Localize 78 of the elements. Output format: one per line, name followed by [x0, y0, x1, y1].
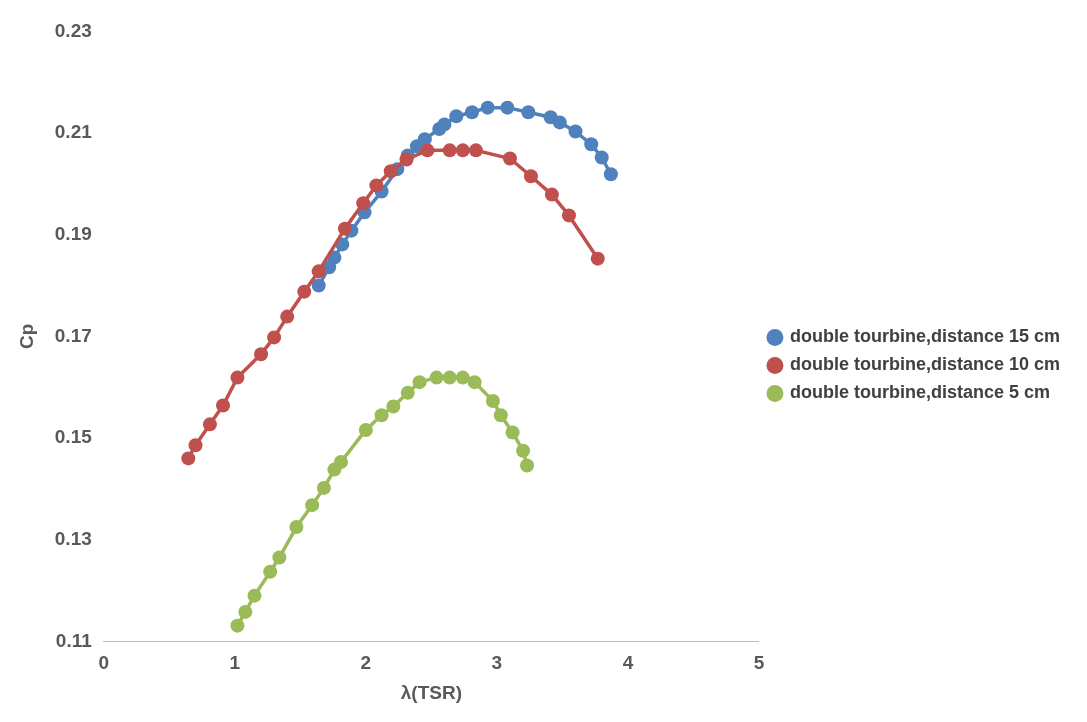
- point: [520, 458, 535, 473]
- y-tick-label: 0.17: [54, 324, 92, 346]
- point: [280, 309, 295, 324]
- y-tick-label: 0.11: [55, 629, 93, 651]
- point: [442, 370, 457, 385]
- point: [464, 105, 479, 120]
- point: [202, 417, 217, 432]
- point: [316, 480, 331, 495]
- point: [502, 151, 517, 166]
- point: [311, 264, 326, 279]
- legend-label: double tourbine,distance 5 cm: [789, 382, 1050, 403]
- x-tick-label: 2: [360, 652, 372, 674]
- point: [468, 143, 483, 158]
- legend-label: double tourbine,distance 15 cm: [789, 326, 1061, 347]
- point: [400, 385, 415, 400]
- point: [230, 618, 245, 633]
- point: [337, 221, 352, 236]
- point: [369, 178, 384, 193]
- point: [272, 550, 287, 565]
- x-tick-label: 0: [98, 652, 110, 674]
- x-axis-title: λ(TSR): [400, 681, 462, 703]
- point: [417, 132, 432, 147]
- point: [358, 422, 373, 437]
- point: [311, 278, 326, 293]
- y-tick-label: 0.13: [54, 527, 92, 549]
- point: [552, 115, 567, 130]
- point: [500, 100, 515, 115]
- point: [289, 520, 304, 535]
- point: [216, 398, 231, 413]
- x-tick-label: 1: [229, 652, 241, 674]
- point: [467, 375, 482, 390]
- point: [584, 137, 599, 152]
- point: [442, 143, 457, 158]
- point: [493, 408, 508, 423]
- point: [521, 105, 536, 120]
- point: [333, 454, 348, 469]
- y-tick-label: 0.19: [54, 222, 92, 244]
- point: [263, 564, 278, 579]
- legend-label: double tourbine,distance 10 cm: [789, 354, 1061, 375]
- point: [374, 408, 389, 423]
- y-tick-label: 0.23: [54, 19, 92, 41]
- point: [181, 451, 196, 466]
- point: [523, 169, 538, 184]
- point: [485, 393, 500, 408]
- point: [544, 187, 559, 202]
- point: [590, 251, 605, 266]
- point: [238, 604, 253, 619]
- y-axis-title: Cp: [15, 323, 37, 350]
- point: [230, 370, 245, 385]
- point: [297, 284, 312, 299]
- point: [267, 330, 282, 345]
- point: [449, 109, 464, 124]
- point: [429, 370, 444, 385]
- point: [455, 370, 470, 385]
- point: [305, 498, 320, 513]
- point: [505, 425, 520, 440]
- point: [437, 117, 452, 132]
- point: [455, 143, 470, 158]
- point: [594, 150, 609, 165]
- point: [516, 443, 531, 458]
- x-tick-label: 5: [753, 652, 765, 674]
- point: [412, 375, 427, 390]
- point: [399, 152, 414, 167]
- point: [603, 167, 618, 182]
- x-tick-label: 4: [622, 652, 634, 674]
- point: [356, 196, 371, 211]
- point: [254, 347, 269, 362]
- x-tick-label: 3: [491, 652, 503, 674]
- point: [247, 588, 262, 603]
- y-tick-label: 0.21: [54, 121, 93, 143]
- point: [386, 399, 401, 414]
- point: [383, 164, 398, 179]
- y-tick-label: 0.15: [54, 426, 93, 448]
- point: [188, 438, 203, 453]
- point: [480, 100, 495, 115]
- point: [561, 208, 576, 223]
- point: [420, 143, 435, 158]
- point: [568, 124, 583, 139]
